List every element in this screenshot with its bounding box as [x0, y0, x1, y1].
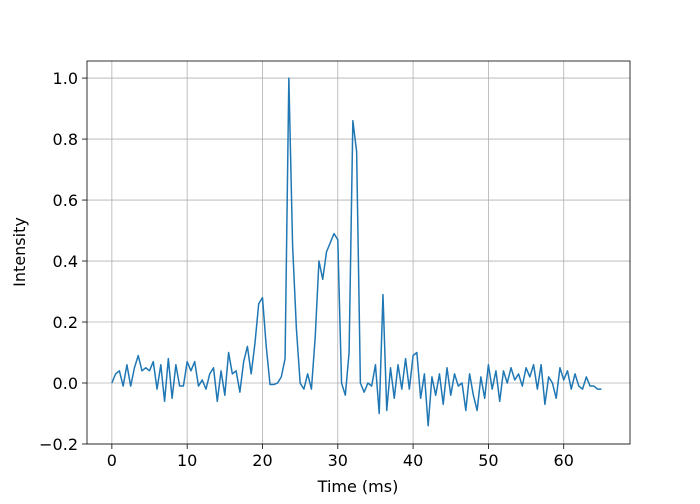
- y-tick-label: 0.8: [53, 130, 78, 149]
- x-tick-label: 30: [328, 451, 348, 470]
- y-tick-label: 0.0: [53, 374, 78, 393]
- y-axis-label: Intensity: [10, 217, 29, 287]
- x-tick-label: 40: [403, 451, 423, 470]
- y-tick-label: 0.6: [53, 191, 78, 210]
- y-tick-label: 0.4: [53, 252, 78, 271]
- y-tick-label: 1.0: [53, 69, 78, 88]
- x-tick-label: 20: [252, 451, 272, 470]
- data-line: [111, 77, 602, 427]
- plot-frame: [86, 60, 631, 445]
- x-tick-label: 0: [107, 451, 117, 470]
- y-tick-label: 0.2: [53, 313, 78, 332]
- x-tick-label: 10: [177, 451, 197, 470]
- y-tick-label: −0.2: [39, 435, 78, 454]
- x-tick-label: 50: [478, 451, 498, 470]
- x-axis-label: Time (ms): [317, 477, 399, 496]
- x-tick-label: 60: [554, 451, 574, 470]
